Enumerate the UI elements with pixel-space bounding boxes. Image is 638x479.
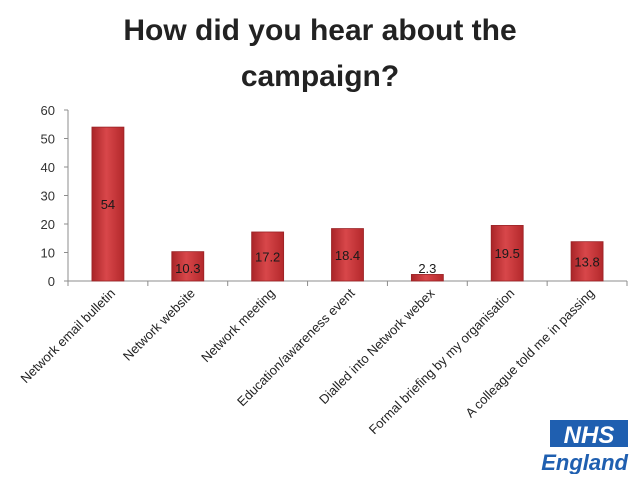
bar (490, 225, 524, 282)
y-tick-label: 30 (41, 189, 55, 204)
bar (91, 126, 125, 282)
data-labels: 54 10.3 17.2 18.4 2.3 19.5 13.8 (101, 197, 600, 276)
nhs-england-logo: NHS England (541, 420, 629, 474)
y-tick-label: 0 (48, 274, 55, 289)
y-tick-label: 10 (41, 246, 55, 261)
category-label: Network email bulletin (18, 286, 119, 387)
data-label: 19.5 (495, 246, 520, 261)
category-label: Network website (120, 286, 198, 364)
england-logo-text: England (541, 450, 628, 474)
data-label: 10.3 (175, 261, 200, 276)
bar (331, 228, 364, 282)
nhs-logo-text: NHS (564, 422, 615, 449)
nhs-logo-box (550, 420, 628, 447)
category-label: Network meeting (198, 286, 278, 366)
data-label: 2.3 (418, 261, 436, 276)
y-tick-label: 40 (41, 160, 55, 175)
data-label: 13.8 (574, 254, 599, 269)
bar (410, 274, 444, 282)
y-tick-label: 50 (41, 132, 55, 147)
category-label: Formal briefing by my organisation (366, 286, 518, 438)
category-label: A colleague told me in passing (462, 286, 597, 421)
y-tick-label: 60 (41, 103, 55, 118)
data-label: 54 (101, 197, 115, 212)
bar (570, 241, 604, 282)
y-tick-label: 20 (41, 217, 55, 232)
chart-title: How did you hear about the campaign? (123, 14, 517, 93)
bars (91, 126, 604, 282)
data-label: 18.4 (335, 248, 360, 263)
bar (251, 231, 285, 282)
bar (171, 251, 205, 282)
data-label: 17.2 (255, 249, 280, 264)
